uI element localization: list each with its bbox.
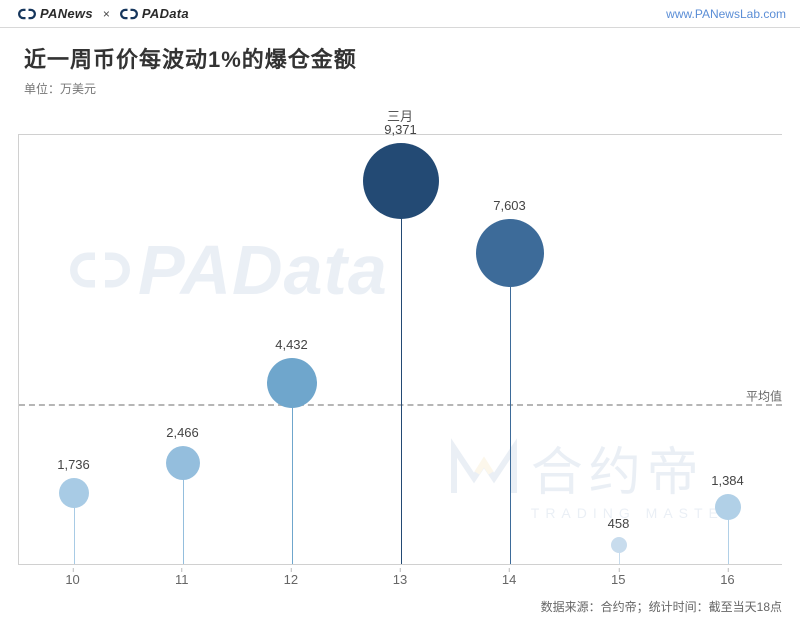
chart-value-label: 7,603	[493, 198, 526, 213]
link-icon	[18, 7, 36, 21]
chart-dot	[476, 219, 544, 287]
brand-padata: PAData	[120, 6, 189, 21]
topbar: PANews × PAData www.PANewsLab.com	[0, 0, 800, 28]
chart-dot	[59, 478, 89, 508]
chart-value-label: 9,371	[384, 122, 417, 137]
chart-dot	[166, 446, 200, 480]
brand-group: PANews × PAData	[18, 6, 189, 21]
page-subtitle: 单位：万美元	[24, 80, 800, 97]
chart-dot	[715, 494, 741, 520]
chart-lollipop: 9,371	[401, 135, 402, 564]
chart-average-label: 平均值	[746, 387, 782, 404]
chart-x-axis: 10 11 12 13 14 15 16	[18, 565, 782, 591]
chart-x-tick: 15	[611, 572, 625, 587]
chart-x-tick: 12	[284, 572, 298, 587]
chart-plot-area: 平均值 1,736 2,466 4,432 9,371 7,603 458 1,384	[18, 134, 782, 565]
chart-value-label: 458	[608, 516, 630, 531]
chart-x-tick: 10	[65, 572, 79, 587]
chart-stem	[292, 383, 293, 564]
link-icon	[120, 7, 138, 21]
chart-x-tick: 13	[393, 572, 407, 587]
chart-stem	[510, 253, 511, 564]
chart-dot	[363, 143, 439, 219]
brand-panews: PANews	[18, 6, 93, 21]
brand-padata-text: PAData	[142, 6, 189, 21]
title-block: 近一周币价每波动1%的爆仓金额 单位：万美元	[0, 28, 800, 97]
chart-dot	[611, 537, 627, 553]
chart: 三月 平均值 1,7362,4664,4329,3717,6034581,384…	[18, 106, 782, 591]
chart-x-tick: 11	[175, 572, 189, 587]
chart-lollipop: 2,466	[183, 135, 184, 564]
chart-x-tick: 14	[502, 572, 516, 587]
chart-value-label: 4,432	[275, 337, 308, 352]
page: PANews × PAData www.PANewsLab.com 近一周币价每…	[0, 0, 800, 629]
chart-lollipop: 4,432	[292, 135, 293, 564]
chart-lollipop: 1,736	[74, 135, 75, 564]
chart-lollipop: 458	[619, 135, 620, 564]
header-url[interactable]: www.PANewsLab.com	[666, 7, 786, 21]
chart-lollipop: 1,384	[728, 135, 729, 564]
brand-panews-text: PANews	[40, 6, 93, 21]
chart-x-tick: 16	[720, 572, 734, 587]
chart-value-label: 2,466	[166, 425, 199, 440]
footer-note: 数据来源：合约帝；统计时间：截至当天18点	[541, 598, 782, 615]
chart-value-label: 1,736	[57, 457, 90, 472]
chart-stem	[401, 181, 402, 564]
chart-value-label: 1,384	[711, 473, 744, 488]
chart-lollipop: 7,603	[510, 135, 511, 564]
chart-dot	[267, 358, 317, 408]
brand-separator-x: ×	[103, 7, 110, 21]
page-title: 近一周币价每波动1%的爆仓金额	[24, 42, 800, 74]
